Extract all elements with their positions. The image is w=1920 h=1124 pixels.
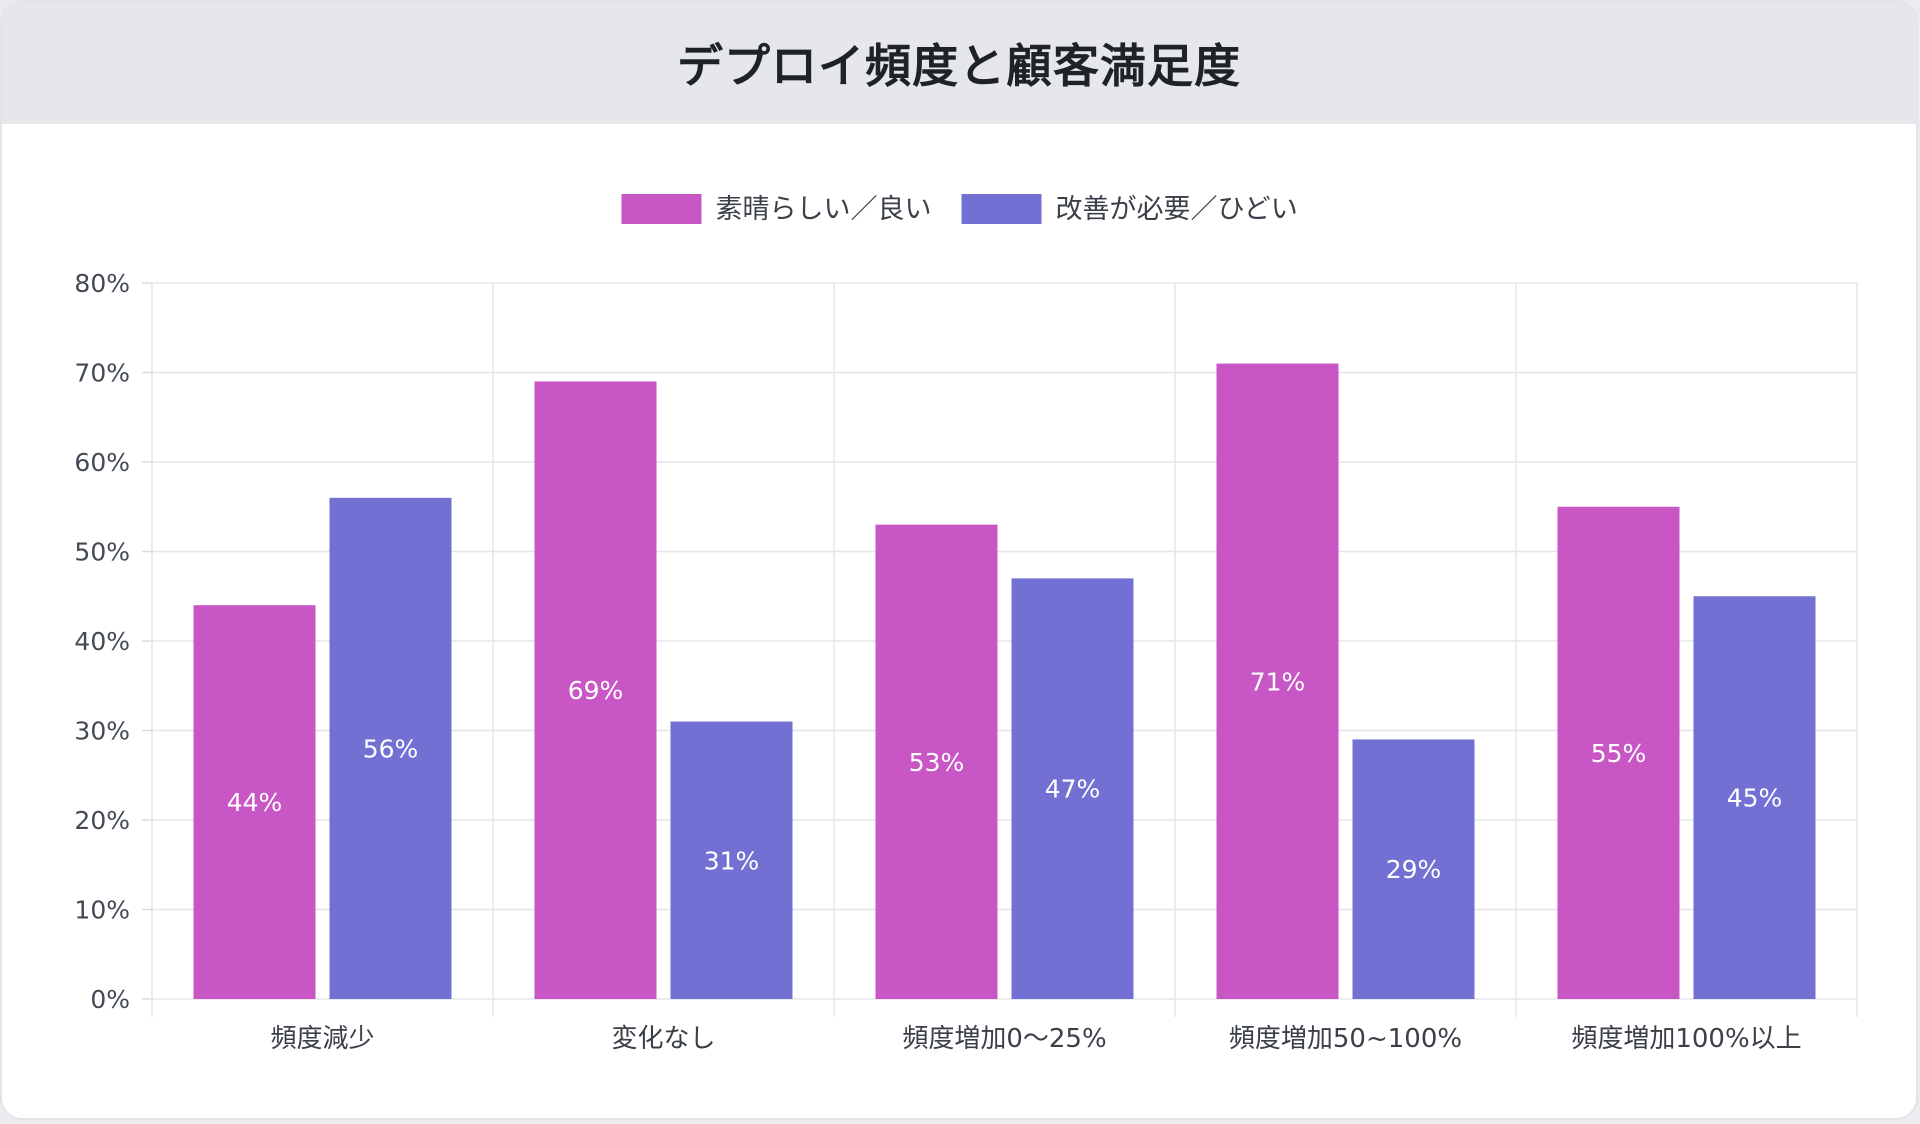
bar [875, 524, 998, 999]
bar [329, 497, 452, 999]
legend-label: 素晴らしい／良い [716, 194, 932, 225]
data-label: 29% [1386, 855, 1442, 884]
x-tick-label: 頻度増加0〜25% [902, 1024, 1106, 1054]
y-tick-label: 80% [74, 269, 130, 298]
bar [1352, 739, 1475, 999]
bar [1216, 363, 1339, 999]
legend-swatch [961, 194, 1042, 224]
data-label: 31% [704, 846, 760, 875]
data-label: 71% [1250, 667, 1306, 696]
bar [670, 721, 793, 999]
data-label: 53% [909, 748, 965, 777]
bar [1011, 578, 1134, 999]
y-tick-label: 10% [74, 896, 130, 925]
x-tick-label: 変化なし [611, 1024, 715, 1054]
y-tick-label: 30% [74, 717, 130, 746]
y-tick-label: 40% [74, 627, 130, 656]
data-label: 55% [1591, 739, 1647, 768]
bar [534, 381, 657, 999]
chart-header: デプロイ頻度と顧客満足度 [2, 2, 1916, 124]
legend-label: 改善が必要／ひどい [1056, 194, 1298, 225]
bar [1557, 506, 1680, 999]
x-tick-label: 頻度増加100%以上 [1571, 1024, 1801, 1054]
data-label: 56% [363, 734, 419, 763]
legend-swatch [621, 194, 702, 224]
data-label: 44% [227, 788, 283, 817]
data-label: 69% [568, 676, 624, 705]
y-tick-label: 70% [74, 359, 130, 388]
data-label: 45% [1727, 784, 1783, 813]
y-tick-label: 60% [74, 448, 130, 477]
bar [193, 605, 316, 999]
x-tick-label: 頻度増加50~100% [1229, 1024, 1462, 1054]
y-tick-label: 50% [74, 538, 130, 567]
y-tick-label: 20% [74, 806, 130, 835]
data-label: 47% [1045, 775, 1101, 804]
bar [1693, 596, 1816, 999]
y-tick-label: 0% [90, 985, 130, 1014]
x-tick-label: 頻度減少 [270, 1024, 374, 1054]
chart-title: デプロイ頻度と顧客満足度 [677, 39, 1241, 93]
